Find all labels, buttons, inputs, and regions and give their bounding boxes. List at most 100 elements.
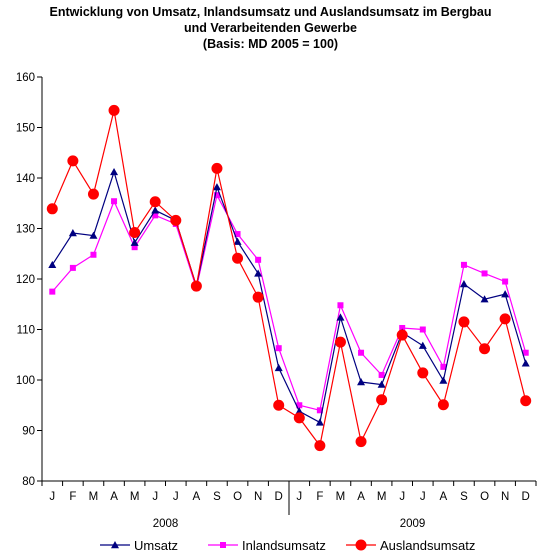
data-point [314, 440, 326, 452]
data-point [502, 278, 509, 285]
data-point [501, 290, 510, 298]
y-tick-label: 150 [16, 123, 35, 135]
chart-title: Entwicklung von Umsatz, Inlandsumsatz un… [0, 4, 541, 52]
data-point [458, 316, 470, 328]
x-tick-label: M [130, 491, 140, 503]
x-tick-label: N [501, 491, 509, 503]
series-line [51, 110, 527, 448]
data-point [252, 291, 264, 303]
x-tick-label: J [49, 491, 55, 503]
x-tick-label: J [420, 491, 426, 503]
data-point [396, 329, 408, 341]
y-tick-label: 130 [16, 224, 35, 236]
x-tick-label: S [460, 491, 468, 503]
data-point [68, 229, 77, 237]
data-point [274, 363, 283, 372]
legend-label: Inlandsumsatz [242, 538, 326, 553]
data-point [419, 326, 426, 333]
data-point [152, 212, 159, 219]
data-point [89, 231, 98, 239]
data-point [378, 371, 385, 378]
data-point [480, 295, 489, 303]
data-point [315, 418, 324, 426]
series-line [51, 193, 527, 412]
y-tick-label: 100 [16, 375, 35, 387]
x-tick-label: J [399, 491, 405, 503]
y-tick-label: 140 [16, 173, 35, 185]
data-point [460, 261, 467, 268]
legend-label: Umsatz [134, 538, 178, 553]
x-tick-label: D [275, 491, 283, 503]
data-point [232, 252, 244, 264]
y-tick-label: 90 [22, 426, 35, 438]
x-tick-label: O [233, 491, 242, 503]
data-point [129, 227, 141, 239]
data-point [212, 183, 221, 191]
data-point [190, 280, 202, 292]
data-point [357, 378, 366, 386]
data-point [520, 395, 532, 407]
legend-item: Umsatz [100, 538, 178, 553]
x-tick-label: M [89, 491, 99, 503]
y-tick-label: 110 [17, 325, 35, 337]
title-line-3: (Basis: MD 2005 = 100) [202, 37, 339, 51]
data-point [316, 407, 323, 414]
data-point [220, 542, 226, 548]
legend-item: Inlandsumsatz [208, 538, 326, 553]
data-point [69, 264, 76, 271]
x-tick-label: S [213, 491, 221, 503]
data-point [108, 104, 120, 116]
data-point [234, 231, 241, 238]
series-line [51, 169, 527, 424]
data-point [377, 380, 386, 388]
x-tick-label: A [440, 491, 448, 503]
data-point [521, 359, 530, 367]
year-label: 2009 [400, 518, 426, 530]
data-point [355, 436, 367, 448]
data-point [110, 167, 119, 176]
x-tick-label: M [336, 491, 346, 503]
data-point [48, 260, 57, 269]
y-tick-label: 160 [16, 72, 35, 84]
data-point [358, 349, 365, 356]
data-point [418, 341, 427, 349]
data-point [481, 270, 488, 277]
x-tick-label: D [522, 491, 530, 503]
data-point [439, 376, 448, 384]
x-tick-label: F [316, 491, 323, 503]
data-point [170, 214, 182, 226]
data-point [254, 269, 263, 277]
data-point [295, 407, 304, 415]
data-point [437, 399, 449, 411]
data-point [46, 203, 58, 215]
data-point [417, 367, 429, 379]
data-point [213, 192, 220, 199]
data-point [87, 188, 99, 200]
data-point [111, 198, 118, 205]
legend-label: Auslandsumsatz [380, 538, 475, 553]
data-point [522, 349, 529, 356]
data-point [111, 541, 119, 549]
data-point [336, 313, 345, 321]
x-tick-label: A [193, 491, 201, 503]
data-point [149, 196, 161, 208]
data-point [67, 155, 79, 167]
y-tick-label: 120 [16, 274, 35, 286]
data-point [275, 345, 282, 352]
x-tick-label: O [480, 491, 489, 503]
data-point [355, 539, 367, 551]
data-point [479, 343, 491, 355]
data-point [499, 313, 511, 325]
data-point [459, 280, 468, 288]
data-point [255, 256, 262, 263]
x-tick-label: M [377, 491, 387, 503]
data-point [49, 288, 56, 295]
data-point [296, 402, 303, 409]
title-line-1: Entwicklung von Umsatz, Inlandsumsatz un… [49, 5, 492, 19]
data-point [211, 162, 223, 174]
year-label: 2008 [153, 518, 179, 530]
data-point [151, 206, 160, 214]
data-point [130, 238, 139, 246]
data-point [131, 244, 138, 251]
